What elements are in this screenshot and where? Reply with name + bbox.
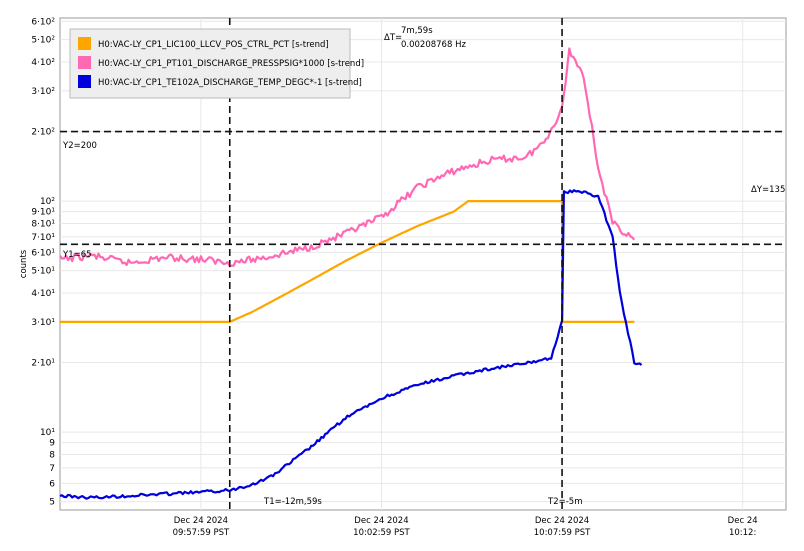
cursor-t1-label: T1=-12m,59s — [263, 497, 322, 507]
y-tick-label: 2·10² — [31, 128, 55, 138]
y-tick-label: 3·10² — [31, 87, 55, 97]
delta-t-value: 7m,59s — [401, 26, 433, 36]
y-tick-label: 7 — [49, 464, 55, 474]
series-line — [60, 200, 635, 323]
series-line — [59, 189, 643, 500]
legend-swatch-pink — [78, 56, 91, 69]
grid — [60, 18, 786, 510]
legend-swatch-orange — [78, 37, 91, 50]
cursor-y2-label: Y2=200 — [62, 141, 97, 151]
y-tick-label: 6 — [49, 479, 55, 489]
y-tick-label: 3·10¹ — [31, 318, 55, 328]
plot-area — [59, 17, 787, 511]
y-tick-label: 9·10¹ — [31, 208, 55, 218]
x-tick-date: Dec 24 2024 — [174, 516, 228, 526]
legend-entry: H0:VAC-LY_CP1_TE102A_DISCHARGE_TEMP_DEGC… — [98, 78, 362, 88]
y-tick-label: 5·10² — [31, 36, 55, 46]
y-axis-label: counts — [19, 249, 29, 278]
x-axis-ticks: Dec 24 2024 09:57:59 PST Dec 24 2024 10:02:… — [173, 516, 758, 538]
y-tick-label: 8·10¹ — [31, 219, 55, 229]
y-tick-label: 9 — [49, 439, 55, 449]
x-tick-time: 10:02:59 PST — [353, 528, 410, 538]
y-tick-label: 2·10¹ — [31, 359, 55, 369]
series-lines — [59, 47, 643, 500]
delta-y-label: ΔY=135 — [751, 185, 785, 195]
legend: H0:VAC-LY_CP1_LIC100_LLCV_POS_CTRL_PCT [… — [69, 28, 364, 99]
x-tick-time: 09:57:59 PST — [173, 528, 230, 538]
x-tick-date: Dec 24 2024 — [354, 516, 408, 526]
x-tick-time: 10:07:59 PST — [534, 528, 591, 538]
cursor-lines[interactable] — [60, 18, 786, 510]
y-tick-label: 4·10¹ — [31, 289, 55, 299]
legend-swatch-blue — [78, 75, 91, 88]
y-tick-label: 10² — [40, 197, 55, 207]
y-tick-label: 5 — [49, 498, 55, 508]
y-tick-label: 6·10² — [31, 17, 55, 27]
legend-box — [69, 28, 351, 99]
cursor-y1-label: Y1=65 — [62, 250, 92, 260]
x-tick-date: Dec 24 — [728, 516, 758, 526]
y-tick-label: 4·10² — [31, 58, 55, 68]
y-tick-label: 6·10¹ — [31, 248, 55, 258]
y-tick-label: 10¹ — [40, 428, 55, 438]
frequency-value: 0.00208768 Hz — [401, 40, 466, 50]
y-tick-label: 7·10¹ — [31, 233, 55, 243]
legend-entry: H0:VAC-LY_CP1_LIC100_LLCV_POS_CTRL_PCT [… — [98, 40, 329, 50]
series-line — [59, 47, 636, 268]
x-tick-date: Dec 24 2024 — [535, 516, 589, 526]
y-tick-label: 8 — [49, 450, 55, 460]
delta-t-label: ΔT= — [384, 33, 402, 43]
legend-entry: H0:VAC-LY_CP1_PT101_DISCHARGE_PRESSPSIG*… — [98, 59, 364, 69]
x-tick-time: 10:12: — [729, 528, 756, 538]
cursor-t2-label: T2=-5m — [547, 497, 582, 507]
y-tick-label: 5·10¹ — [31, 267, 55, 277]
